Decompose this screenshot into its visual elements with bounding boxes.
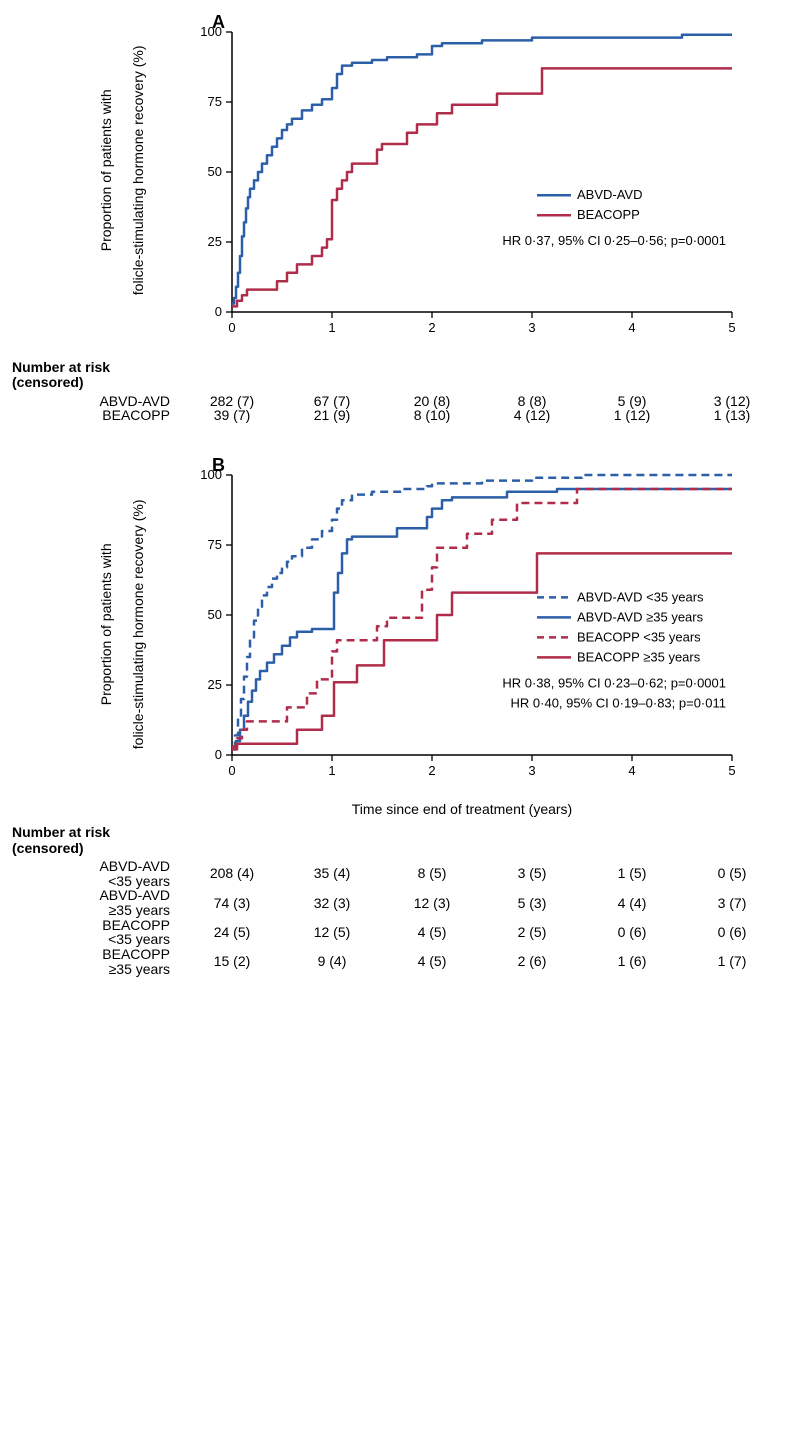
risk-header: Number at risk(censored) bbox=[12, 825, 782, 856]
svg-text:75: 75 bbox=[208, 537, 222, 552]
svg-text:2: 2 bbox=[428, 320, 435, 335]
panel-a: A Proportion of patients with folicle-st… bbox=[12, 12, 773, 423]
risk-cell: 2 (5) bbox=[482, 925, 582, 940]
risk-cell: 3 (12) bbox=[682, 394, 782, 409]
risk-cell: 4 (5) bbox=[382, 925, 482, 940]
risk-cell: 1 (6) bbox=[582, 954, 682, 969]
risk-cell: 0 (6) bbox=[682, 925, 782, 940]
risk-cell: 21 (9) bbox=[282, 408, 382, 423]
risk-cell: 1 (12) bbox=[582, 408, 682, 423]
svg-text:ABVD-AVD ≥35 years: ABVD-AVD ≥35 years bbox=[577, 610, 704, 625]
svg-text:2: 2 bbox=[428, 763, 435, 778]
risk-cell: 5 (9) bbox=[582, 394, 682, 409]
svg-text:25: 25 bbox=[208, 234, 222, 249]
svg-text:1: 1 bbox=[328, 320, 335, 335]
risk-cell: 74 (3) bbox=[182, 896, 282, 911]
svg-text:100: 100 bbox=[200, 467, 222, 482]
panel-a-plot: Proportion of patients with folicle-stim… bbox=[182, 12, 742, 352]
risk-cell: 4 (5) bbox=[382, 954, 482, 969]
risk-row-label: ABVD-AVD bbox=[12, 394, 182, 409]
risk-cell: 8 (10) bbox=[382, 408, 482, 423]
svg-text:5: 5 bbox=[728, 763, 735, 778]
risk-row-label: ABVD-AVD<35 years bbox=[12, 859, 182, 888]
svg-text:0: 0 bbox=[228, 320, 235, 335]
svg-text:75: 75 bbox=[208, 94, 222, 109]
risk-cell: 3 (5) bbox=[482, 866, 582, 881]
panel-b-xlabel: Time since end of treatment (years) bbox=[182, 801, 742, 817]
svg-text:HR 0·40, 95% CI 0·19–0·83; p=0: HR 0·40, 95% CI 0·19–0·83; p=0·011 bbox=[511, 696, 726, 711]
risk-row-label: BEACOPP bbox=[12, 408, 182, 423]
risk-cell: 3 (7) bbox=[682, 896, 782, 911]
panel-b: B Proportion of patients with folicle-st… bbox=[12, 455, 773, 976]
risk-cell: 24 (5) bbox=[182, 925, 282, 940]
panel-a-ylabel: Proportion of patients with folicle-stim… bbox=[82, 12, 162, 352]
panel-b-ylabel: Proportion of patients with folicle-stim… bbox=[82, 466, 162, 806]
risk-row-label: BEACOPP≥35 years bbox=[12, 947, 182, 976]
svg-text:ABVD-AVD: ABVD-AVD bbox=[577, 187, 643, 202]
svg-text:0: 0 bbox=[215, 747, 222, 762]
svg-text:0: 0 bbox=[215, 304, 222, 319]
svg-text:5: 5 bbox=[728, 320, 735, 335]
risk-cell: 32 (3) bbox=[282, 896, 382, 911]
risk-cell: 12 (3) bbox=[382, 896, 482, 911]
panel-b-svg: 0 25 50 75 100 0 1 2 3 4 5 ABVD-AVD <35 years ABVD-A… bbox=[182, 455, 742, 795]
svg-text:ABVD-AVD <35 years: ABVD-AVD <35 years bbox=[577, 590, 704, 605]
risk-cell: 4 (12) bbox=[482, 408, 582, 423]
svg-text:HR 0·38, 95% CI 0·23–0·62; p=0: HR 0·38, 95% CI 0·23–0·62; p=0·0001 bbox=[502, 676, 726, 691]
risk-cell: 0 (5) bbox=[682, 866, 782, 881]
risk-cell: 20 (8) bbox=[382, 394, 482, 409]
risk-row-label: ABVD-AVD≥35 years bbox=[12, 888, 182, 917]
risk-cell: 1 (7) bbox=[682, 954, 782, 969]
risk-cell: 1 (5) bbox=[582, 866, 682, 881]
risk-cell: 208 (4) bbox=[182, 866, 282, 881]
risk-cell: 2 (6) bbox=[482, 954, 582, 969]
svg-text:BEACOPP ≥35 years: BEACOPP ≥35 years bbox=[577, 650, 701, 665]
risk-row-label: BEACOPP<35 years bbox=[12, 918, 182, 947]
svg-text:HR 0·37, 95% CI 0·25–0·56; p=0: HR 0·37, 95% CI 0·25–0·56; p=0·0001 bbox=[502, 233, 726, 248]
svg-text:0: 0 bbox=[228, 763, 235, 778]
panel-b-risk-table: Number at risk(censored)ABVD-AVD<35 year… bbox=[12, 825, 773, 976]
risk-header: Number at risk(censored) bbox=[12, 360, 782, 391]
risk-cell: 5 (3) bbox=[482, 896, 582, 911]
risk-cell: 8 (8) bbox=[482, 394, 582, 409]
svg-text:1: 1 bbox=[328, 763, 335, 778]
risk-cell: 0 (6) bbox=[582, 925, 682, 940]
risk-cell: 15 (2) bbox=[182, 954, 282, 969]
panel-b-plot: Proportion of patients with folicle-stim… bbox=[182, 455, 742, 817]
svg-text:3: 3 bbox=[528, 763, 535, 778]
svg-text:25: 25 bbox=[208, 677, 222, 692]
panel-a-risk-table: Number at risk(censored)ABVD-AVD282 (7)6… bbox=[12, 360, 773, 423]
risk-cell: 8 (5) bbox=[382, 866, 482, 881]
risk-cell: 9 (4) bbox=[282, 954, 382, 969]
svg-text:BEACOPP: BEACOPP bbox=[577, 207, 640, 222]
svg-text:3: 3 bbox=[528, 320, 535, 335]
risk-cell: 1 (13) bbox=[682, 408, 782, 423]
svg-text:100: 100 bbox=[200, 24, 222, 39]
risk-cell: 67 (7) bbox=[282, 394, 382, 409]
svg-text:50: 50 bbox=[208, 607, 222, 622]
svg-text:4: 4 bbox=[628, 320, 635, 335]
risk-cell: 12 (5) bbox=[282, 925, 382, 940]
risk-cell: 35 (4) bbox=[282, 866, 382, 881]
svg-text:50: 50 bbox=[208, 164, 222, 179]
panel-a-svg: 0 25 50 75 100 0 1 2 3 4 5 ABVD-AVD BEACOPP HR 0·37, … bbox=[182, 12, 742, 352]
risk-cell: 39 (7) bbox=[182, 408, 282, 423]
risk-cell: 282 (7) bbox=[182, 394, 282, 409]
svg-text:4: 4 bbox=[628, 763, 635, 778]
risk-cell: 4 (4) bbox=[582, 896, 682, 911]
svg-text:BEACOPP <35 years: BEACOPP <35 years bbox=[577, 630, 701, 645]
